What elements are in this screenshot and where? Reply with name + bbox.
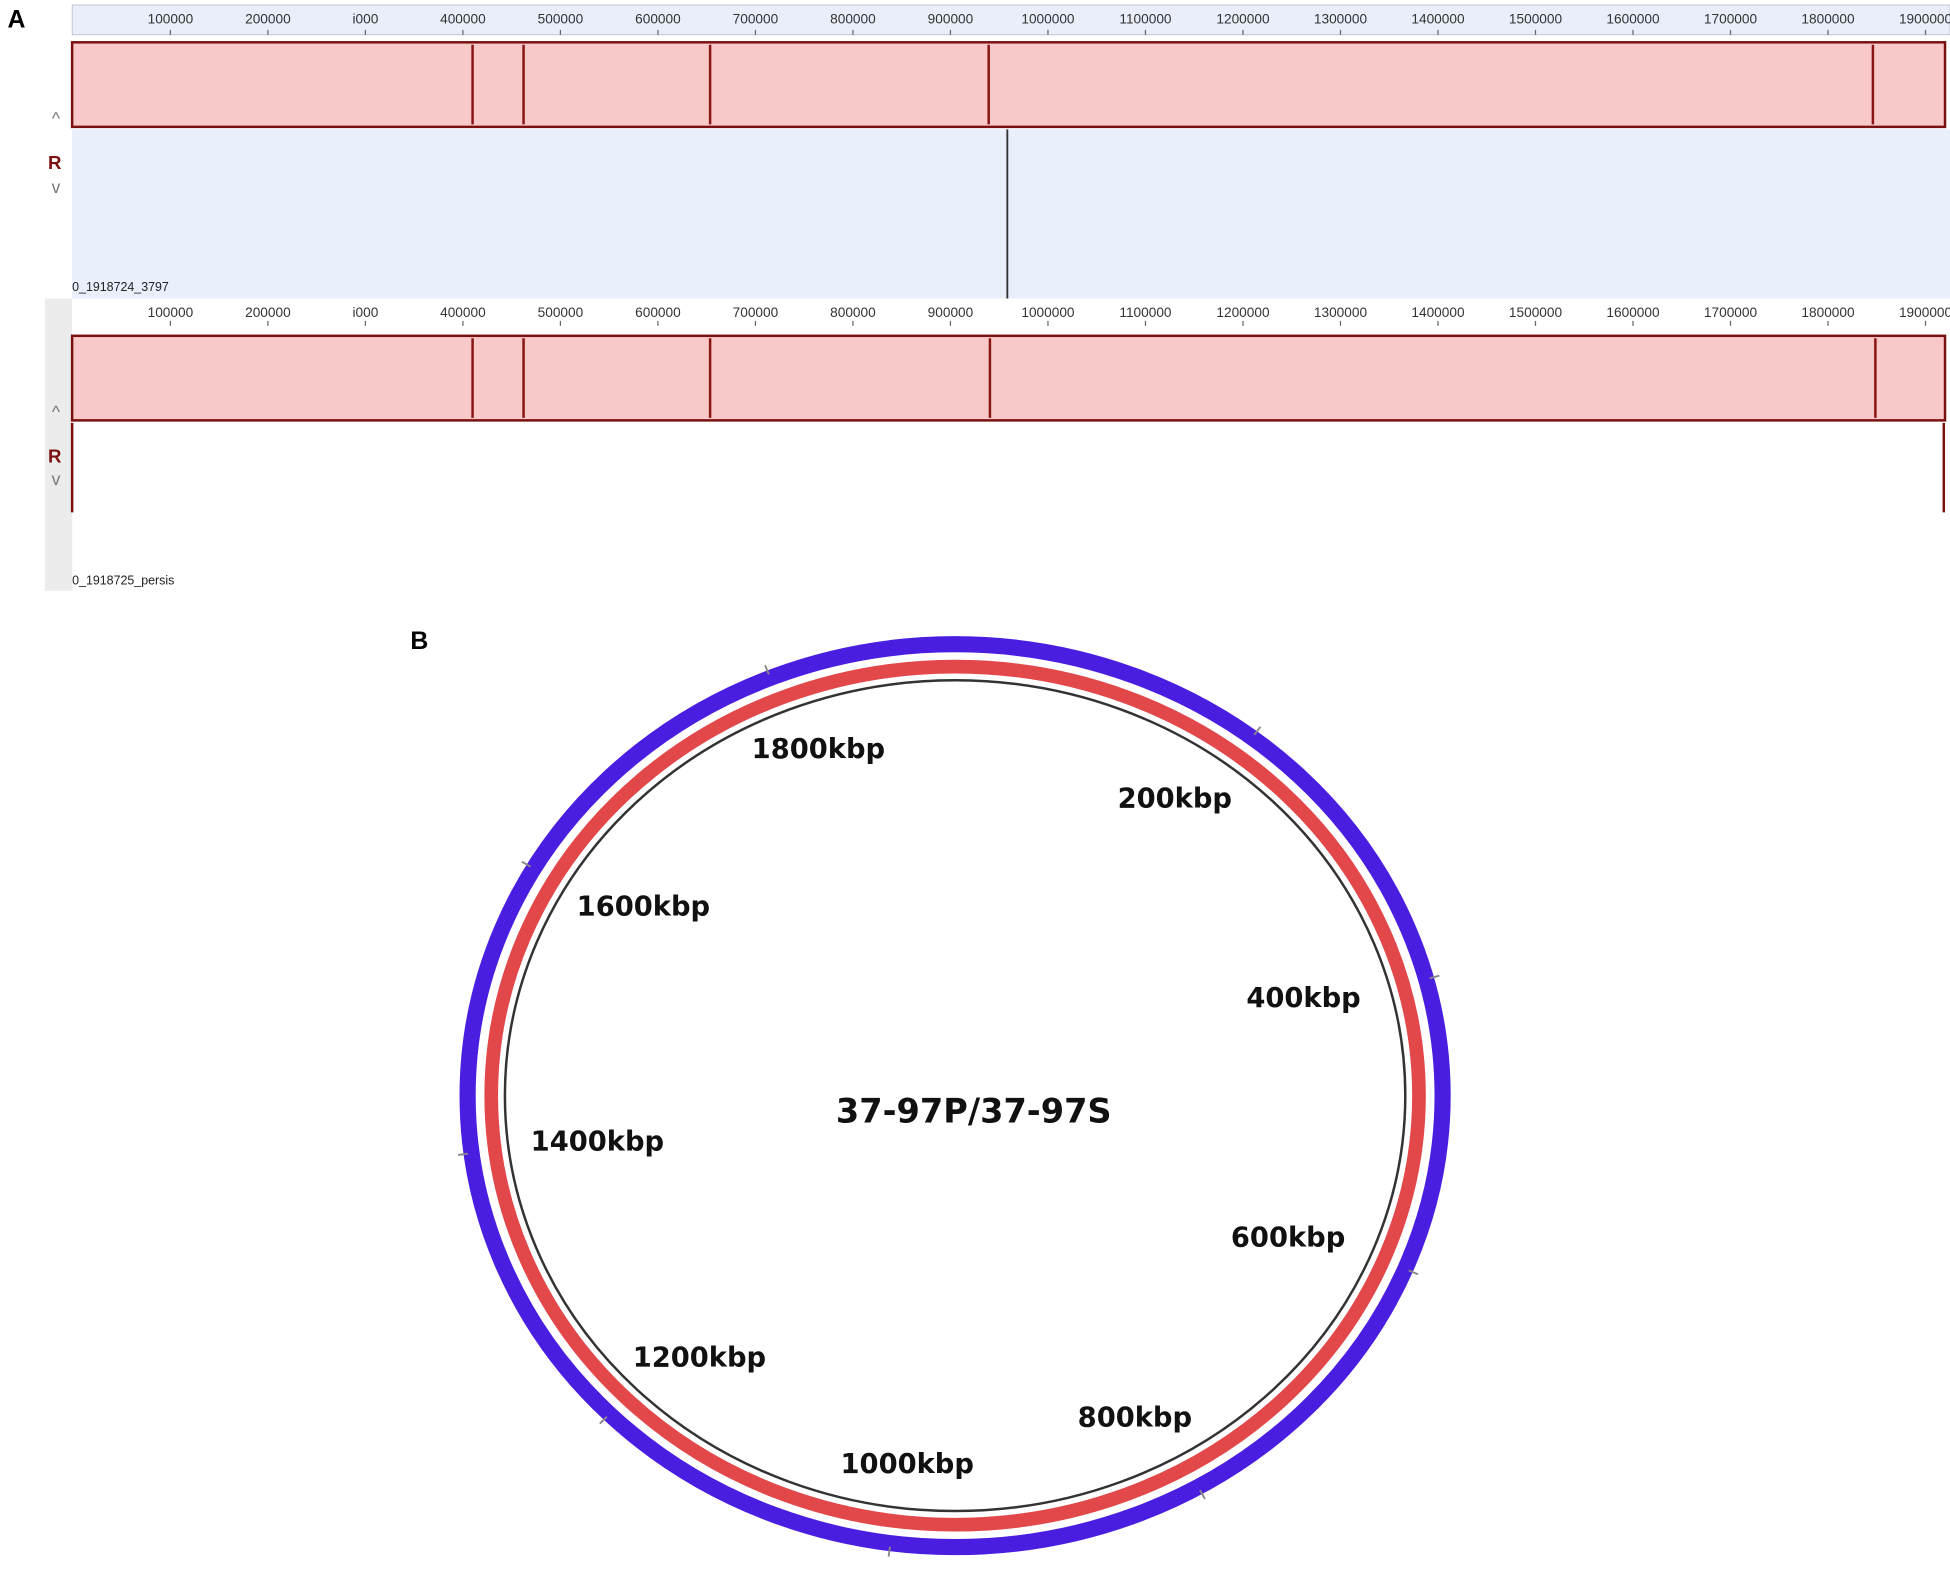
ruler-tick-label: 400000 [440,12,486,27]
ruler-tick-label: 400000 [440,305,486,320]
ring-tick [599,1416,608,1425]
ruler-tick-label: 900000 [928,12,974,27]
ruler-tick-label: 1100000 [1119,12,1172,27]
ring-label: 1800kbp [752,734,885,765]
ring-tick [457,1152,468,1156]
ruler-tick-label: i000 [352,12,378,27]
ruler-tick-label: 1000000 [1021,12,1075,27]
ring-label: 200kbp [1118,783,1232,814]
panel-label: B [410,627,428,655]
ring-tick [1408,1269,1419,1276]
ring-tick [1199,1489,1206,1500]
ring-reference [459,636,1451,1556]
svg-text:v: v [52,177,61,197]
ruler-tick-label: i000 [352,305,378,320]
track-name: 0_1918725_persis [72,574,174,588]
panel-label: A [7,5,25,33]
ring-backbone [503,679,1407,1513]
ruler-tick-label: 500000 [538,305,584,320]
ring-label: 800kbp [1078,1403,1192,1434]
ruler-tick-label: 700000 [733,12,779,27]
ruler-tick-label: 1600000 [1606,305,1660,320]
ring-tick [1429,974,1440,980]
ruler-tick-label: 600000 [635,12,681,27]
svg-text:^: ^ [52,402,61,422]
ring-tick [521,860,532,868]
center-title: 37-97P/37-97S [836,1092,1112,1131]
track-area [72,129,1950,299]
ruler-tick-label: 1700000 [1704,305,1758,320]
side-panel [44,298,73,591]
ring-label: 600kbp [1231,1222,1345,1253]
ruler-tick-label: 1700000 [1704,12,1758,27]
ruler-tick-label: 1900000 [1899,12,1950,27]
ring-label: 1400kbp [531,1127,664,1158]
ruler-tick-label: 1800000 [1801,12,1855,27]
ruler-tick-label: 1200000 [1216,305,1270,320]
ruler-tick-label: 800000 [830,12,876,27]
ruler-tick-label: 200000 [245,305,291,320]
ruler-tick-label: 1800000 [1801,305,1855,320]
lcb-block [70,41,1947,129]
ruler-tick-label: 1100000 [1119,305,1172,320]
ruler-tick-label: 1200000 [1216,12,1270,27]
ring-label: 1600kbp [577,891,710,922]
ruler-tick-label: 1300000 [1314,305,1368,320]
strand-button[interactable]: R [48,152,62,173]
track-name: 0_1918724_3797 [72,280,169,294]
ruler-tick-label: 1000000 [1021,305,1075,320]
ring-label: 1000kbp [841,1449,974,1480]
ruler-tick-label: 200000 [245,12,291,27]
ruler-tick-label: 1500000 [1509,12,1563,27]
ruler-tick-label: 700000 [733,305,779,320]
ruler-tick-label: 1300000 [1314,12,1368,27]
svg-text:^: ^ [52,108,61,128]
ruler-tick-label: 100000 [148,12,194,27]
ruler-tick-label: 500000 [538,12,584,27]
ring-tick [764,664,770,675]
lcb-boundaries [471,44,1877,418]
strand-button[interactable]: R [48,446,62,467]
ruler-tick-label: 900000 [928,305,974,320]
ruler-tick-label: 1600000 [1606,12,1660,27]
ring-tick [1253,726,1262,736]
ring-tick [887,1546,891,1557]
ruler-tick-label: 100000 [148,305,194,320]
ruler-tick-label: 1500000 [1509,305,1563,320]
ring-label: 1200kbp [633,1342,766,1373]
ruler-tick-label: 1400000 [1411,12,1465,27]
ruler-band [72,300,1950,326]
ruler-tick-label: 600000 [635,305,681,320]
svg-text:v: v [52,469,61,489]
ring-label: 400kbp [1246,983,1360,1014]
track-controls[interactable]: ^ v ^ v [52,108,61,489]
ruler-band [71,4,1950,36]
lcb-block [70,334,1947,422]
ruler-tick-label: 800000 [830,305,876,320]
ring-genome [484,659,1426,1532]
ruler-tick-label: 1900000 [1899,305,1950,320]
ruler-tick-label: 1400000 [1411,305,1465,320]
